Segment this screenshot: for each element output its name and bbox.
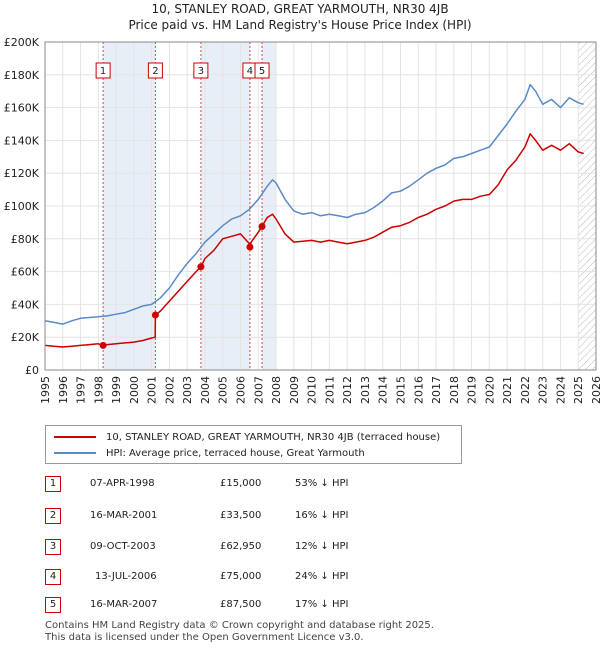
footer-license: This data is licensed under the Open Gov…: [45, 632, 364, 643]
sale-label-box: [193, 62, 209, 79]
sale-hpi-diff: 24% ↓ HPI: [295, 571, 349, 582]
y-tick-label: £180K: [4, 69, 40, 82]
price-series-line: [44, 133, 584, 348]
y-tick-label: £200K: [4, 36, 40, 49]
x-tick-label: 2010: [306, 376, 319, 404]
chart-legend: 10, STANLEY ROAD, GREAT YARMOUTH, NR30 4…: [45, 425, 462, 464]
x-tick-label: 1999: [110, 376, 123, 404]
sale-hpi-diff: 53% ↓ HPI: [295, 478, 349, 489]
x-tick-label: 2001: [146, 376, 159, 404]
y-tick-label: £100K: [4, 200, 40, 213]
table-row: 2 16-MAR-2001 £33,500 16% ↓ HPI: [45, 506, 465, 526]
y-tick-label: £20K: [11, 331, 40, 344]
table-row: 1 07-APR-1998 £15,000 53% ↓ HPI: [45, 474, 465, 494]
x-tick-label: 2026: [590, 376, 600, 404]
sale-hpi-diff: 17% ↓ HPI: [295, 599, 349, 610]
y-tick-label: £80K: [11, 233, 40, 246]
x-tick-label: 2002: [163, 376, 176, 404]
sale-label-number: 1: [100, 66, 106, 77]
chart-subtitle: Price paid vs. HM Land Registry's House …: [128, 18, 472, 32]
x-tick-label: 1996: [57, 376, 70, 404]
y-tick-label: £0: [25, 364, 39, 377]
x-tick-label: 1995: [39, 376, 52, 404]
sale-date: 07-APR-1998: [90, 478, 155, 489]
x-tick-label: 2008: [270, 376, 283, 404]
sale-price: £15,000: [220, 478, 262, 489]
chart-title-address: 10, STANLEY ROAD, GREAT YARMOUTH, NR30 4…: [151, 2, 449, 16]
x-tick-label: 2024: [554, 376, 567, 404]
y-tick-label: £40K: [11, 298, 40, 311]
price-chart: £0 £20K £40K £60K £80K £100K £120K £140K £160K £1…: [4, 36, 600, 404]
legend-swatch-price: [54, 436, 96, 438]
sale-label-box: [147, 62, 163, 79]
x-tick-label: 2012: [341, 376, 354, 404]
x-tick-label: 2014: [377, 376, 390, 404]
x-tick-label: 2015: [394, 376, 407, 404]
sale-label-number: 2: [152, 66, 158, 77]
legend-swatch-hpi: [54, 452, 96, 454]
legend-item-hpi: HPI: Average price, terraced house, Grea…: [54, 446, 365, 460]
x-tick-label: 2004: [199, 376, 212, 404]
x-tick-label: 2017: [430, 376, 443, 404]
x-tick-label: 2016: [412, 376, 425, 404]
sale-number-badge: 5: [45, 597, 61, 613]
x-tick-label: 2018: [448, 376, 461, 404]
x-tick-label: 2013: [359, 376, 372, 404]
legend-item-price: 10, STANLEY ROAD, GREAT YARMOUTH, NR30 4…: [54, 430, 440, 444]
sale-price: £62,950: [220, 541, 262, 552]
sale-point: [99, 341, 107, 349]
x-tick-label: 1998: [92, 376, 105, 404]
sale-number-badge: 2: [45, 508, 61, 524]
y-tick-label: £160K: [4, 102, 40, 115]
sale-date: 16-MAR-2007: [90, 599, 158, 610]
sale-hpi-diff: 16% ↓ HPI: [295, 510, 349, 521]
legend-label-hpi: HPI: Average price, terraced house, Grea…: [106, 447, 365, 459]
sale-price: £75,000: [220, 571, 262, 582]
sale-label-number: 4: [247, 66, 253, 77]
x-tick-label: 2025: [572, 376, 585, 404]
x-tick-label: 1997: [75, 376, 88, 404]
x-tick-label: 2006: [235, 376, 248, 404]
table-row: 4 13-JUL-2006 £75,000 24% ↓ HPI: [45, 567, 465, 587]
sale-number-badge: 3: [45, 539, 61, 555]
sale-date: 09-OCT-2003: [90, 541, 156, 552]
x-tick-label: 2021: [501, 376, 514, 404]
x-tick-label: 2003: [181, 376, 194, 404]
footer-copyright: Contains HM Land Registry data © Crown c…: [45, 620, 434, 631]
sale-point: [197, 263, 205, 271]
table-row: 5 16-MAR-2007 £87,500 17% ↓ HPI: [45, 595, 465, 615]
x-tick-label: 2022: [519, 376, 532, 404]
x-tick-label: 2005: [217, 376, 230, 404]
sale-hpi-diff: 12% ↓ HPI: [295, 541, 349, 552]
sale-label-box: [254, 62, 270, 79]
x-tick-label: 2011: [323, 376, 336, 404]
x-tick-label: 2019: [466, 376, 479, 404]
x-tick-label: 2023: [537, 376, 550, 404]
legend-label-price: 10, STANLEY ROAD, GREAT YARMOUTH, NR30 4…: [106, 431, 441, 443]
sale-point: [246, 243, 254, 251]
sale-number-badge: 1: [45, 476, 61, 492]
table-row: 3 09-OCT-2003 £62,950 12% ↓ HPI: [45, 537, 465, 557]
sale-date: 16-MAR-2001: [90, 510, 158, 521]
x-tick-label: 2000: [128, 376, 141, 404]
sale-label-number: 3: [198, 66, 204, 77]
y-tick-label: £140K: [4, 134, 40, 147]
x-tick-label: 2020: [483, 376, 496, 404]
sale-label-number: 5: [259, 66, 265, 77]
sale-label-box: [95, 62, 111, 79]
y-tick-label: £60K: [11, 266, 40, 279]
sale-point: [151, 311, 159, 319]
sale-price: £87,500: [220, 599, 262, 610]
x-tick-label: 2007: [252, 376, 265, 404]
sale-price: £33,500: [220, 510, 262, 521]
sale-date: 13-JUL-2006: [95, 571, 157, 582]
sale-number-badge: 4: [45, 569, 61, 585]
sale-point: [258, 223, 266, 230]
y-tick-label: £120K: [4, 167, 40, 180]
plot-frame: [44, 41, 597, 371]
hpi-series-line: [44, 83, 584, 325]
x-tick-label: 2009: [288, 376, 301, 404]
